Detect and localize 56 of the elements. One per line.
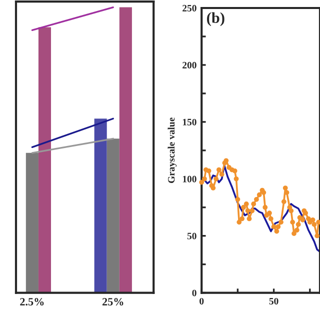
point: [256, 192, 262, 198]
y-tick-label: 150: [182, 118, 196, 126]
point: [300, 217, 306, 222]
bar: [94, 118, 107, 293]
point: [246, 216, 252, 222]
point: [250, 208, 255, 214]
point: [276, 224, 281, 230]
x-tick-label: 2.5%: [20, 298, 44, 306]
annotation: (b): [207, 12, 224, 26]
bar: [106, 138, 120, 293]
bar: [119, 7, 132, 293]
point: [261, 190, 266, 195]
bar: [38, 27, 52, 293]
point: [219, 172, 224, 177]
x-tick-label: 0: [200, 298, 204, 305]
point: [241, 204, 246, 210]
point: [296, 222, 301, 227]
y-tick-label: 0: [192, 290, 196, 296]
point: [245, 208, 250, 214]
point: [254, 196, 259, 202]
point: [278, 220, 284, 225]
point: [206, 168, 212, 174]
point: [235, 196, 240, 202]
y-axis-title: Grayscale value: [168, 118, 177, 183]
y-tick-label: 200: [182, 62, 196, 68]
point: [274, 228, 280, 234]
point: [314, 233, 320, 238]
point: [294, 228, 300, 233]
point: [288, 208, 294, 214]
point: [240, 216, 244, 222]
point: [236, 220, 242, 225]
point: [312, 222, 317, 227]
point: [267, 210, 272, 216]
point: [310, 217, 316, 222]
point: [292, 231, 296, 236]
point: [271, 224, 276, 230]
point: [214, 176, 218, 182]
x-tick-label: 50: [269, 298, 278, 305]
y-tick-label: 50: [187, 232, 196, 240]
point: [199, 180, 204, 185]
point: [268, 216, 274, 222]
point: [290, 220, 295, 225]
point: [232, 168, 238, 174]
point: [234, 176, 239, 182]
point: [281, 199, 286, 204]
y-tick-label: 250: [182, 4, 196, 12]
point: [251, 202, 256, 206]
point: [282, 186, 288, 190]
x-tick-label: 25%: [102, 298, 124, 306]
point: [210, 186, 216, 190]
point: [262, 204, 268, 210]
point: [316, 220, 320, 225]
point: [244, 202, 249, 206]
point: [216, 167, 222, 172]
y-tick-label: 100: [182, 176, 196, 182]
bar: [26, 152, 38, 293]
